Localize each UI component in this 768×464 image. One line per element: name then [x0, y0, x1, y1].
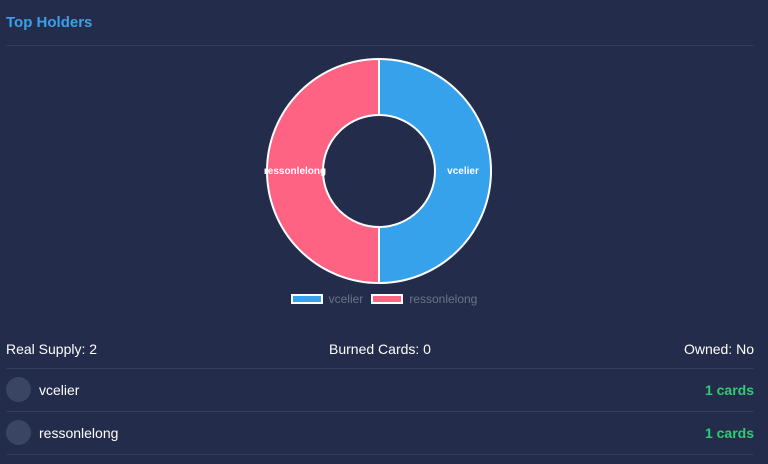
donut-svg: vcelier ressonlelong [264, 57, 492, 285]
real-supply-stat: Real Supply: 2 [6, 341, 98, 357]
holder-name[interactable]: ressonlelong [39, 425, 119, 441]
legend-item[interactable]: vcelier [290, 292, 364, 306]
legend-swatch [290, 294, 323, 304]
avatar[interactable] [6, 377, 31, 402]
avatar[interactable] [6, 420, 31, 445]
legend-item[interactable]: ressonlelong [371, 292, 477, 306]
owned-stat: Owned: No [683, 341, 754, 357]
row-divider [6, 411, 754, 412]
slice-label: ressonlelong [264, 166, 326, 177]
holder-name[interactable]: vcelier [39, 382, 80, 398]
holder-row[interactable]: ressonlelong 1 cards [6, 412, 754, 454]
donut-slice-vcelier[interactable] [378, 57, 492, 285]
panel-title: Top Holders [6, 14, 93, 31]
row-divider [6, 454, 754, 455]
holder-card-count: 1 cards [704, 382, 754, 398]
holder-row[interactable]: vcelier 1 cards [6, 369, 754, 411]
stats-divider [6, 368, 754, 369]
chart-legend: vcelier ressonlelong [0, 292, 768, 306]
supply-stats: Real Supply: 2 Burned Cards: 0 Owned: No [6, 341, 754, 359]
holders-donut-chart: vcelier ressonlelong [0, 50, 768, 320]
legend-label: vcelier [328, 292, 364, 306]
holder-card-count: 1 cards [704, 425, 754, 441]
title-divider [6, 45, 754, 46]
donut-slice-ressonlelong[interactable] [266, 57, 380, 285]
legend-swatch [371, 294, 404, 304]
burned-cards-stat: Burned Cards: 0 [329, 341, 431, 357]
legend-label: ressonlelong [409, 292, 478, 306]
slice-label: vcelier [447, 166, 479, 177]
